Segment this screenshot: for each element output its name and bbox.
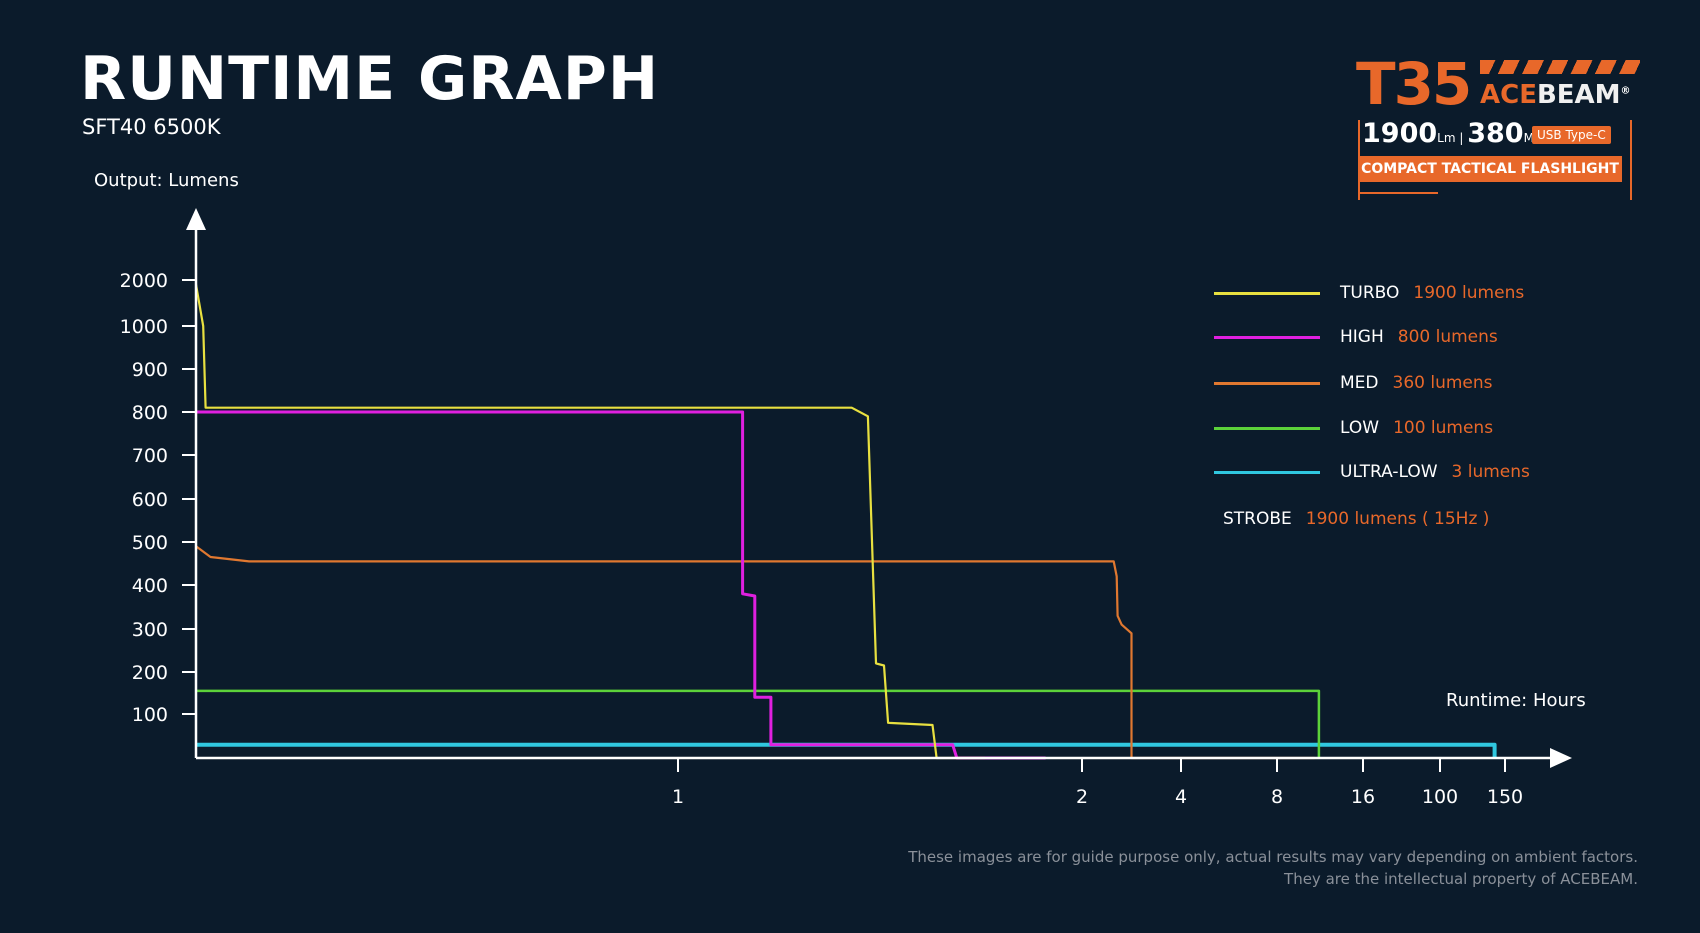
- y-tick-label: 500: [132, 532, 168, 554]
- disclaimer-line-1: These images are for guide purpose only,…: [908, 848, 1638, 866]
- legend-item-turbo: TURBO 1900 lumens: [1214, 283, 1524, 303]
- y-tick-label: 900: [132, 359, 168, 381]
- y-axis-arrow-icon: [186, 208, 206, 230]
- y-tick-label: 600: [132, 489, 168, 511]
- legend-mode: HIGH: [1340, 327, 1384, 347]
- series-line-low: [196, 689, 1321, 758]
- logo-model: T35: [1356, 50, 1472, 118]
- y-tick-label: 700: [132, 445, 168, 467]
- legend-item-ultra-low: ULTRA-LOW 3 lumens: [1214, 462, 1530, 482]
- series-line-turbo: [194, 284, 985, 760]
- legend-value: 1900 lumens ( 15Hz ): [1305, 509, 1490, 529]
- legend-mode: TURBO: [1340, 283, 1400, 303]
- page-subtitle: SFT40 6500K: [82, 115, 221, 139]
- x-tick-label: 100: [1422, 786, 1458, 808]
- y-tick-label: 300: [132, 619, 168, 641]
- logo-brand: ACEBEAM®: [1480, 80, 1631, 110]
- y-tick-label: 200: [132, 662, 168, 684]
- logo-spec: 1900Lm | 380M: [1362, 118, 1534, 149]
- legend-mode: MED: [1340, 373, 1379, 393]
- legend-item-low: LOW 100 lumens: [1214, 418, 1493, 438]
- legend-mode: LOW: [1340, 418, 1380, 438]
- x-tick-label: 1: [672, 786, 684, 808]
- legend-swatch: [1214, 381, 1320, 385]
- x-axis-arrow-icon: [1550, 748, 1572, 768]
- x-tick-label: 8: [1271, 786, 1283, 808]
- series-line-med: [195, 545, 1315, 760]
- legend-swatch: [1214, 291, 1320, 295]
- logo-dashes: [1480, 60, 1640, 74]
- legend-value: 800 lumens: [1397, 327, 1498, 347]
- y-tick-label: 800: [132, 402, 168, 424]
- usb-badge: USB Type-C: [1532, 126, 1611, 144]
- legend-value: 360 lumens: [1392, 373, 1493, 393]
- series-line-ultra-low: [196, 742, 1497, 758]
- legend-item-strobe: STROBE 1900 lumens ( 15Hz ): [1223, 509, 1489, 529]
- y-tick-label: 2000: [120, 270, 168, 292]
- x-tick-label: 150: [1487, 786, 1523, 808]
- legend-swatch: [1214, 426, 1320, 430]
- x-tick-label: 16: [1351, 786, 1375, 808]
- disclaimer-line-2: They are the intellectual property of AC…: [1284, 870, 1638, 888]
- x-tick-label: 2: [1076, 786, 1088, 808]
- series-line-high: [196, 410, 1046, 760]
- legend-item-med: MED 360 lumens: [1214, 373, 1493, 393]
- product-logo: T35 ACEBEAM® 1900Lm | 380M USB Type-C CO…: [1356, 50, 1646, 206]
- legend-mode: ULTRA-LOW: [1340, 462, 1438, 482]
- legend-swatch: [1214, 470, 1320, 474]
- logo-tail: [1358, 182, 1438, 194]
- y-axis-label: Output: Lumens: [94, 170, 239, 191]
- page-title: RUNTIME GRAPH: [80, 44, 660, 114]
- logo-tagline: COMPACT TACTICAL FLASHLIGHT: [1358, 156, 1622, 182]
- x-axis-label: Runtime: Hours: [1446, 690, 1586, 711]
- legend-swatch: [1214, 335, 1320, 339]
- y-tick-label: 100: [132, 704, 168, 726]
- legend-value: 100 lumens: [1393, 418, 1494, 438]
- y-tick-label: 400: [132, 575, 168, 597]
- legend-mode: STROBE: [1223, 509, 1292, 529]
- x-tick-label: 4: [1175, 786, 1187, 808]
- legend-item-high: HIGH 800 lumens: [1214, 327, 1498, 347]
- y-tick-label: 1000: [120, 316, 168, 338]
- legend-value: 1900 lumens: [1413, 283, 1525, 303]
- legend-value: 3 lumens: [1451, 462, 1530, 482]
